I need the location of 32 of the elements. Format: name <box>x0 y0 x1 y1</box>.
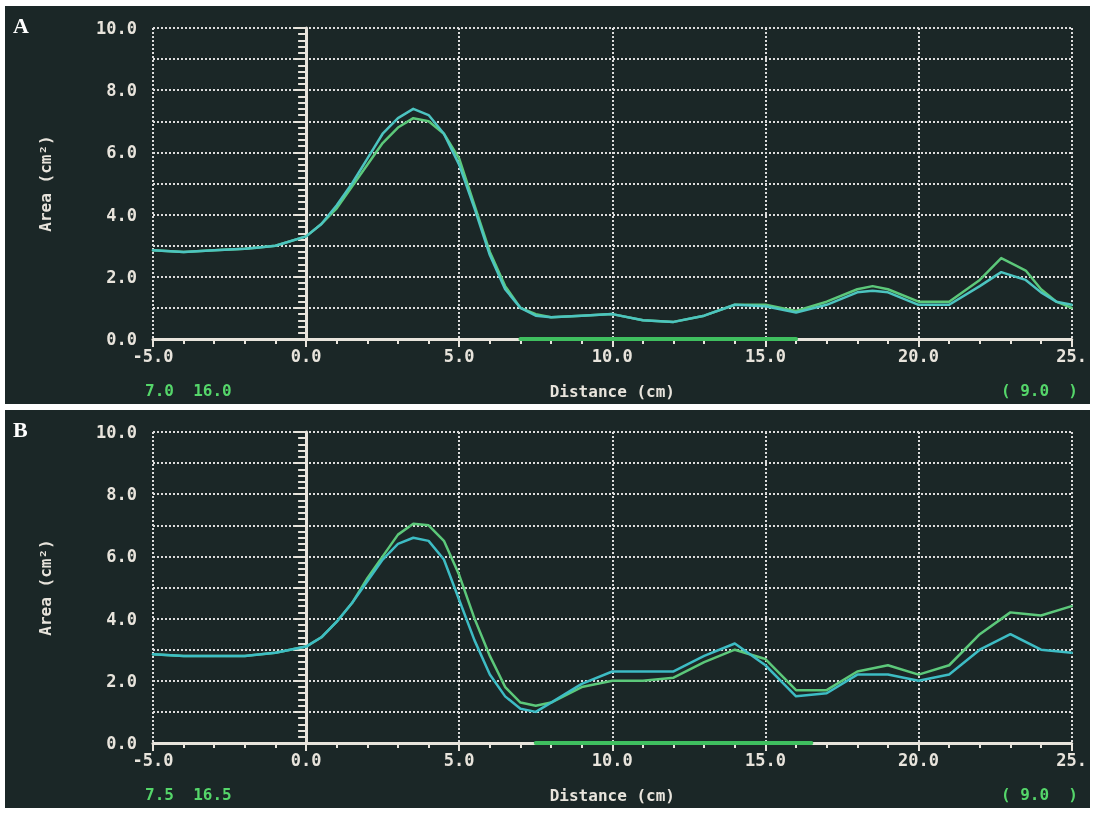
x-tick-label: 25. <box>1056 345 1088 366</box>
text: 7.5 16.5 <box>145 784 232 804</box>
x-axis-title: Distance (cm) <box>549 785 675 805</box>
x-tick-label: 20.0 <box>898 749 940 770</box>
x-tick-label: 0.0 <box>290 345 322 366</box>
y-tick-label: 2.0 <box>106 266 137 287</box>
x-tick-label: 25. <box>1056 749 1088 770</box>
x-tick-label: 5.0 <box>443 749 475 770</box>
y-tick-label: 4.0 <box>106 204 137 225</box>
x-tick-label: 10.0 <box>591 749 633 770</box>
x-tick-label: 15.0 <box>744 345 786 366</box>
chart-title: B <box>13 416 28 442</box>
y-tick-label: 10.0 <box>96 18 137 38</box>
y-tick-label: 10.0 <box>96 422 137 442</box>
chart-title: A <box>13 12 29 38</box>
text: ( 9.0 ) <box>1000 784 1078 804</box>
x-tick-label: 10.0 <box>591 345 633 366</box>
y-tick-label: 2.0 <box>106 670 137 691</box>
text: 7.0 16.0 <box>145 380 232 400</box>
y-axis-title: Area (cm²) <box>35 135 55 232</box>
y-tick-label: 8.0 <box>106 484 137 505</box>
y-tick-label: 4.0 <box>106 608 137 629</box>
x-tick-label: 0.0 <box>290 749 322 770</box>
y-axis-title: Area (cm²) <box>35 539 55 636</box>
y-tick-label: 6.0 <box>106 546 137 567</box>
x-tick-label: 20.0 <box>898 345 940 366</box>
text: ( 9.0 ) <box>1000 380 1078 400</box>
x-axis-title: Distance (cm) <box>549 381 675 401</box>
x-tick-label: 15.0 <box>744 749 786 770</box>
x-tick-label: 5.0 <box>443 345 475 366</box>
y-tick-label: 6.0 <box>106 142 137 163</box>
y-tick-label: 8.0 <box>106 80 137 101</box>
